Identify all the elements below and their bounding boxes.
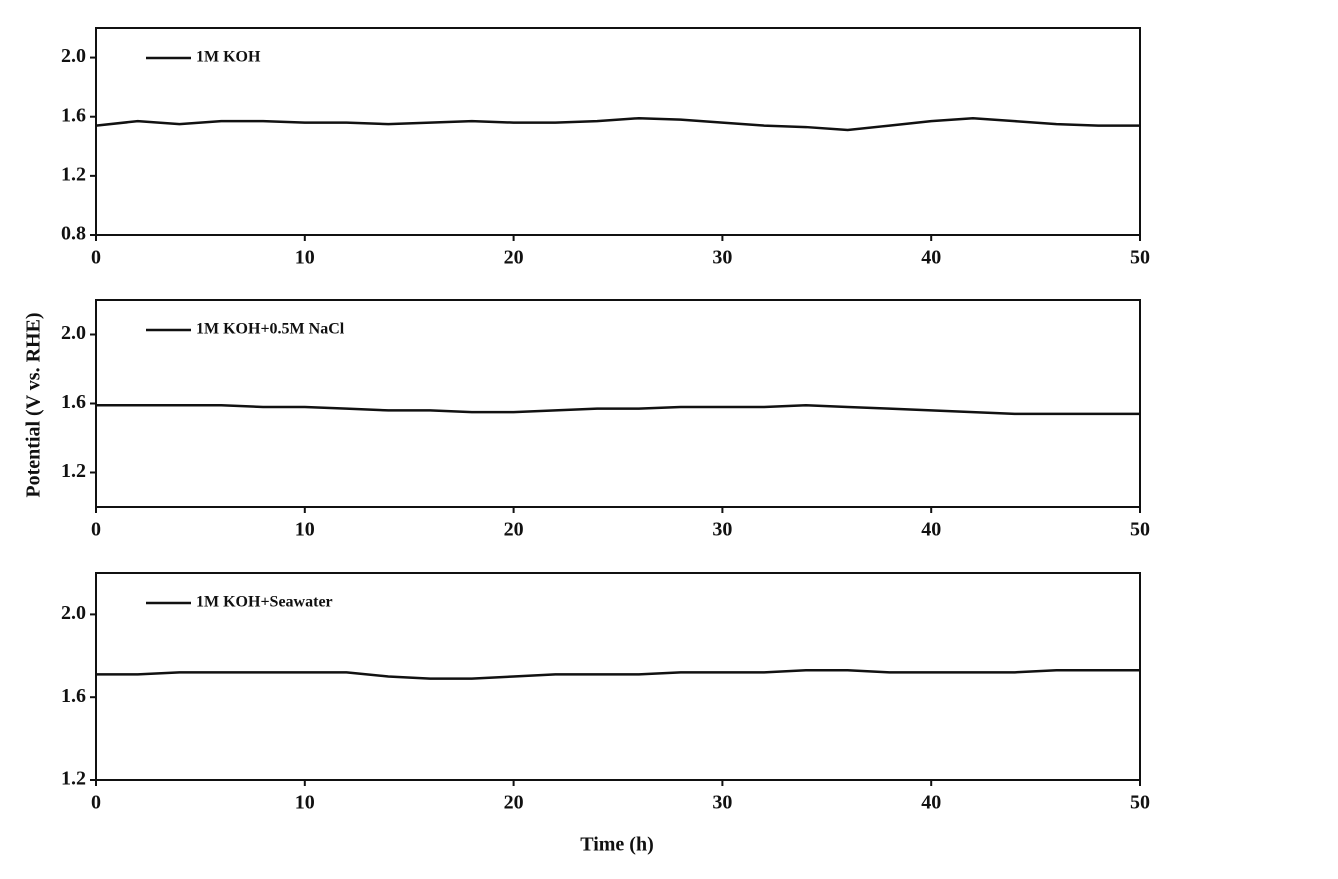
x-tick-label: 30 (712, 792, 732, 814)
y-tick-label: 1.6 (61, 685, 86, 707)
x-tick-label: 10 (295, 519, 315, 541)
data-line (96, 118, 1140, 130)
x-tick-label: 30 (712, 247, 732, 269)
x-tick-label: 40 (921, 519, 941, 541)
x-tick-label: 20 (504, 792, 524, 814)
x-tick-label: 50 (1130, 247, 1150, 269)
chart: 0.81.21.62.0010203040501M KOH1.21.62.001… (0, 0, 1338, 879)
x-tick-label: 40 (921, 247, 941, 269)
y-tick-label: 2.0 (61, 602, 86, 624)
x-tick-label: 0 (91, 247, 101, 269)
page: 0.81.21.62.0010203040501M KOH1.21.62.001… (0, 0, 1338, 879)
x-tick-label: 10 (295, 792, 315, 814)
y-tick-label: 1.2 (61, 768, 86, 790)
data-line (96, 405, 1140, 414)
legend-label: 1M KOH+Seawater (196, 594, 333, 611)
y-tick-label: 1.6 (61, 104, 86, 126)
x-tick-label: 40 (921, 792, 941, 814)
y-tick-label: 1.2 (61, 460, 86, 482)
legend-label: 1M KOH (196, 49, 261, 66)
y-tick-label: 2.0 (61, 45, 86, 67)
legend-label: 1M KOH+0.5M NaCl (196, 321, 345, 338)
x-tick-label: 50 (1130, 519, 1150, 541)
x-tick-label: 0 (91, 519, 101, 541)
x-tick-label: 10 (295, 247, 315, 269)
x-tick-label: 50 (1130, 792, 1150, 814)
y-tick-label: 1.6 (61, 391, 86, 413)
x-tick-label: 20 (504, 519, 524, 541)
x-axis-label: Time (h) (580, 834, 654, 856)
y-tick-label: 0.8 (61, 223, 86, 245)
y-tick-label: 2.0 (61, 322, 86, 344)
x-tick-label: 0 (91, 792, 101, 814)
data-line (96, 670, 1140, 678)
x-tick-label: 30 (712, 519, 732, 541)
x-tick-label: 20 (504, 247, 524, 269)
y-tick-label: 1.2 (61, 163, 86, 185)
y-axis-label: Potential (V vs. RHE) (23, 312, 45, 497)
